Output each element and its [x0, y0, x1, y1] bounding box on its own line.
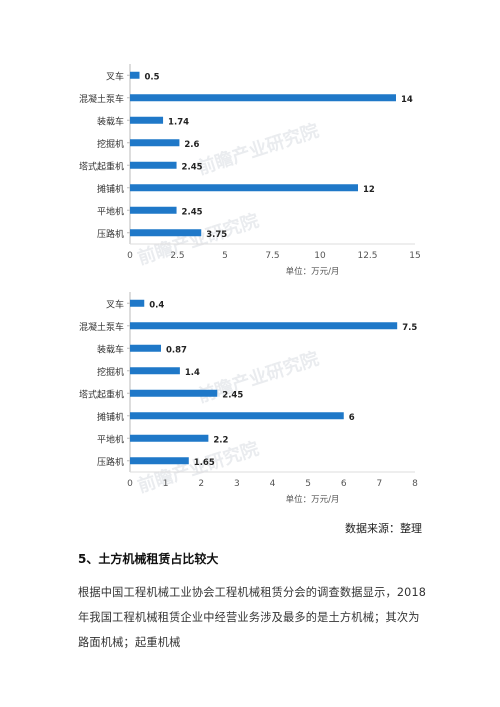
x-tick-label: 6	[341, 479, 347, 489]
data-source-note: 数据来源：整理	[345, 522, 422, 535]
bar-value-label: 3.75	[206, 230, 227, 240]
bar-1	[130, 322, 398, 330]
bar-5	[130, 412, 344, 420]
bar-value-label: 0.87	[166, 345, 187, 355]
bar-2	[130, 344, 161, 352]
x-tick-label: 0	[127, 479, 133, 489]
x-tick-label: 2	[198, 479, 204, 489]
category-label: 混凝土泵车	[79, 321, 124, 333]
bar-6	[130, 206, 177, 214]
watermark-text: 前瞻产业研究院	[135, 209, 262, 269]
bar-6	[130, 434, 209, 442]
bar-3	[130, 139, 180, 147]
bar-0	[130, 71, 140, 79]
bar-3	[130, 367, 180, 375]
bar-value-label: 2.45	[182, 207, 203, 217]
category-label: 压路机	[97, 456, 124, 468]
bar-5	[130, 184, 358, 192]
x-tick-label: 0	[127, 251, 133, 261]
category-label: 装载车	[97, 343, 124, 355]
x-tick-label: 5	[222, 251, 228, 261]
bar-2	[130, 116, 164, 124]
x-tick-label: 4	[270, 479, 276, 489]
category-label: 叉车	[106, 298, 124, 310]
bar-value-label: 7.5	[402, 323, 417, 333]
bar-value-label: 12	[363, 185, 375, 195]
watermark-text: 前瞻产业研究院	[195, 347, 322, 407]
category-label: 摊铺机	[97, 183, 124, 195]
bar-4	[130, 389, 218, 397]
bar-value-label: 2.2	[213, 435, 228, 445]
category-label: 装载车	[97, 115, 124, 127]
bar-value-label: 6	[349, 413, 355, 423]
category-label: 压路机	[97, 228, 124, 240]
x-tick-label: 7.5	[265, 251, 279, 261]
bar-0	[130, 299, 145, 307]
category-label: 叉车	[106, 70, 124, 82]
body-paragraph: 根据中国工程机械工业协会工程机械租赁分会的调查数据显示，2018 年我国工程机械…	[78, 586, 427, 649]
bar-value-label: 2.6	[184, 140, 199, 150]
x-tick-label: 7	[377, 479, 383, 489]
unit-label: 单位：万元/月	[286, 266, 340, 277]
unit-label: 单位：万元/月	[286, 494, 340, 503]
category-label: 塔式起重机	[79, 388, 124, 400]
section-heading: 5、土方机械租赁占比较大	[78, 552, 219, 566]
bar-7	[130, 457, 189, 465]
bar-4	[130, 161, 177, 169]
category-label: 挖掘机	[97, 366, 124, 378]
bar-value-label: 1.65	[194, 458, 215, 468]
chart-upper-rent: 前瞻产业研究院 前瞻产业研究院 叉车 0.5 混凝土泵车 14 装载车 1.74 挖掘机 2.6 塔…	[60, 60, 440, 280]
x-tick-label: 15	[409, 251, 420, 261]
x-tick-label: 1	[163, 479, 169, 489]
category-label: 平地机	[97, 433, 124, 445]
category-label: 挖掘机	[97, 138, 124, 150]
x-tick-label: 2.5	[170, 251, 184, 261]
chart-lower-rent: 前瞻产业研究院 前瞻产业研究院 叉车 0.4 混凝土泵车 7.5 装载车 0.87 挖掘机 1.4…	[60, 288, 440, 503]
bar-1	[130, 94, 396, 102]
bar-value-label: 0.5	[145, 72, 160, 82]
category-label: 摊铺机	[97, 411, 124, 423]
x-tick-label: 5	[305, 479, 311, 489]
bar-value-label: 1.74	[168, 117, 189, 127]
bar-value-label: 2.45	[182, 162, 203, 172]
x-tick-label: 10	[314, 251, 326, 261]
watermark-text: 前瞻产业研究院	[195, 119, 322, 179]
category-label: 混凝土泵车	[79, 93, 124, 105]
x-tick-label: 3	[234, 479, 240, 489]
x-tick-label: 8	[412, 479, 418, 489]
category-label: 平地机	[97, 205, 124, 217]
bar-value-label: 14	[401, 95, 413, 105]
bar-value-label: 0.4	[149, 300, 164, 310]
bar-value-label: 1.4	[185, 368, 200, 378]
category-label: 塔式起重机	[79, 160, 124, 172]
x-tick-label: 12.5	[357, 251, 377, 261]
bar-value-label: 2.45	[222, 390, 243, 400]
bar-7	[130, 229, 202, 237]
